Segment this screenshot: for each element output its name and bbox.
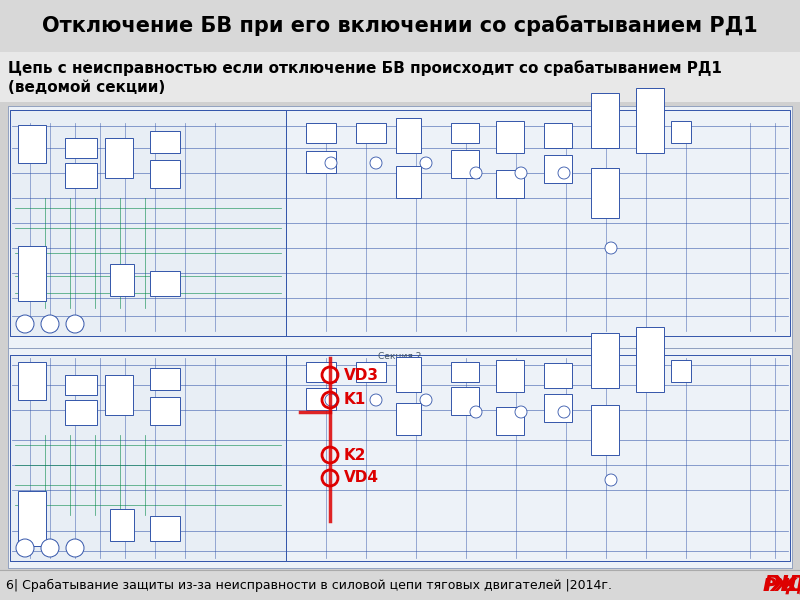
Bar: [544, 363, 572, 388]
Bar: [396, 357, 421, 392]
Bar: [636, 327, 664, 392]
Circle shape: [558, 167, 570, 179]
Bar: [636, 88, 664, 153]
Bar: [105, 375, 133, 415]
Bar: [110, 509, 134, 541]
Bar: [105, 138, 133, 178]
Bar: [306, 123, 336, 143]
Bar: [10, 110, 286, 336]
Bar: [396, 166, 421, 198]
Bar: [671, 121, 691, 143]
Bar: [544, 155, 572, 183]
Bar: [671, 360, 691, 382]
Bar: [496, 170, 524, 198]
Bar: [150, 397, 180, 425]
Bar: [451, 123, 479, 143]
Bar: [8, 106, 792, 348]
Bar: [18, 491, 46, 546]
Bar: [65, 375, 97, 395]
Bar: [10, 355, 286, 561]
Bar: [8, 106, 792, 568]
Text: Ж: Ж: [770, 575, 798, 595]
Bar: [150, 271, 180, 296]
Bar: [8, 348, 792, 568]
Bar: [18, 125, 46, 163]
Bar: [0, 570, 800, 600]
Circle shape: [325, 394, 337, 406]
Circle shape: [558, 406, 570, 418]
Bar: [451, 387, 479, 415]
Bar: [396, 118, 421, 153]
Text: Секция 2: Секция 2: [378, 352, 422, 361]
Text: Д: Д: [786, 575, 800, 595]
Bar: [396, 403, 421, 435]
Bar: [591, 93, 619, 148]
Bar: [0, 52, 800, 102]
Circle shape: [370, 394, 382, 406]
Circle shape: [16, 539, 34, 557]
Text: K2: K2: [344, 448, 366, 463]
Text: РЖД: РЖД: [763, 576, 800, 594]
Bar: [496, 121, 524, 153]
Bar: [356, 362, 386, 382]
Bar: [544, 123, 572, 148]
Text: (ведомой секции): (ведомой секции): [8, 80, 166, 95]
Bar: [356, 123, 386, 143]
Bar: [65, 163, 97, 188]
Circle shape: [41, 315, 59, 333]
Circle shape: [325, 157, 337, 169]
Circle shape: [420, 157, 432, 169]
Circle shape: [470, 167, 482, 179]
Bar: [591, 168, 619, 218]
Bar: [150, 131, 180, 153]
Text: K1: K1: [344, 392, 366, 407]
Circle shape: [66, 315, 84, 333]
Bar: [451, 150, 479, 178]
Bar: [451, 362, 479, 382]
Bar: [150, 160, 180, 188]
Bar: [65, 138, 97, 158]
Circle shape: [370, 157, 382, 169]
Text: Цепь с неисправностью если отключение БВ происходит со срабатыванием РД1: Цепь с неисправностью если отключение БВ…: [8, 60, 722, 76]
Circle shape: [470, 406, 482, 418]
Bar: [0, 0, 800, 52]
Text: VD4: VD4: [344, 470, 379, 485]
Text: Отключение БВ при его включении со срабатыванием РД1: Отключение БВ при его включении со сраба…: [42, 16, 758, 37]
Bar: [150, 368, 180, 390]
Bar: [18, 362, 46, 400]
Circle shape: [515, 167, 527, 179]
Circle shape: [605, 474, 617, 486]
Bar: [306, 362, 336, 382]
Bar: [591, 333, 619, 388]
Circle shape: [515, 406, 527, 418]
Text: P: P: [764, 575, 780, 595]
Bar: [65, 400, 97, 425]
Circle shape: [420, 394, 432, 406]
Bar: [496, 407, 524, 435]
Circle shape: [41, 539, 59, 557]
Circle shape: [66, 539, 84, 557]
Circle shape: [16, 315, 34, 333]
Bar: [496, 360, 524, 392]
Bar: [591, 405, 619, 455]
Bar: [10, 355, 790, 561]
Bar: [110, 264, 134, 296]
Bar: [306, 151, 336, 173]
Bar: [10, 110, 790, 336]
Bar: [150, 516, 180, 541]
Bar: [306, 388, 336, 410]
Bar: [18, 246, 46, 301]
Bar: [544, 394, 572, 422]
Text: 6| Срабатывание защиты из-за неисправности в силовой цепи тяговых двигателей |20: 6| Срабатывание защиты из-за неисправнос…: [6, 578, 612, 592]
Circle shape: [605, 242, 617, 254]
Text: VD3: VD3: [344, 367, 379, 383]
